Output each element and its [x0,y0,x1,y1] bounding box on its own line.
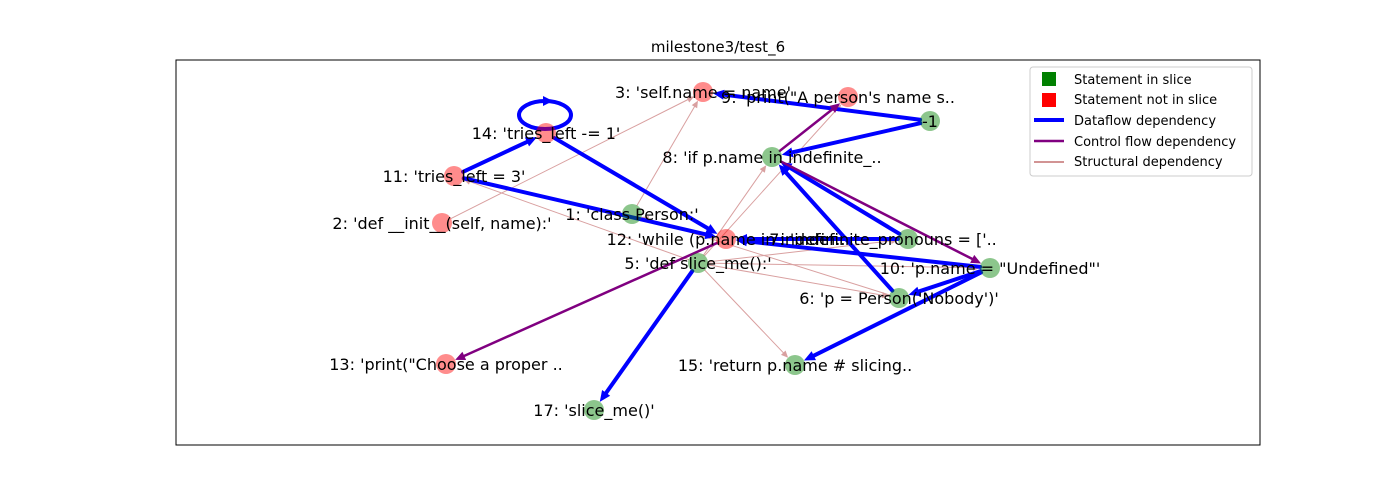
graph-node-n15 [785,355,805,375]
dataflow-edge-n11-n14 [461,137,537,174]
dataflow-edge-n10-n12 [735,236,983,269]
graph-node-n17 [584,400,604,420]
edges-layer [450,89,984,402]
node-label-n13: 13: 'print("Choose a proper .. [329,355,562,374]
graph-node-n11 [444,166,464,186]
node-label-n5: 5: 'def slice_me():' [624,254,771,274]
dataflow-edge-nm1-n3 [712,89,923,122]
graph-node-nm1 [920,111,940,131]
graph-node-n3 [693,82,713,102]
legend: Statement in slice Statement not in slic… [1029,66,1253,177]
node-label-n9: 9: 'print("A person's name s.. [721,88,955,107]
legend-box [1029,66,1253,177]
graph-node-n9 [838,87,858,107]
node-label-n6: 6: 'p = Person('Nobody')' [799,289,999,308]
graph-node-n7 [898,229,918,249]
dataflow-edge-n14-n12 [552,136,718,234]
graph-node-n14 [536,123,556,143]
structural-edge-n5-n8 [703,165,767,256]
controlflow-edge-n8-n9 [778,103,841,153]
graph-node-n10 [980,258,1000,278]
node-label-n14: 14: 'tries_left -= 1' [472,124,621,144]
dataflow-edge-nm1-n8 [781,121,923,158]
controlflow-edge-n12-n13 [455,241,719,360]
node-label-n11: 11: 'tries_left = 3' [383,167,526,187]
legend-label-not-in-slice: Statement not in slice [1074,93,1217,108]
node-label-n2: 2: 'def __init__(self, name):' [332,214,551,234]
graph-node-n13 [436,354,456,374]
legend-label-structural: Structural dependency [1074,155,1223,170]
legend-label-controlflow: Control flow dependency [1074,135,1236,150]
dataflow-edge-n14-n14 [517,96,573,131]
controlflow-edge-n8-n10 [779,160,982,264]
graph-title: milestone3/test_6 [651,38,785,57]
graph-node-n2 [432,213,452,233]
graph-node-n12 [716,229,736,249]
node-label-n15: 15: 'return p.name # slicing.. [678,356,912,375]
graph-node-n5 [688,253,708,273]
dataflow-edge-n10-n6 [908,269,983,297]
legend-label-in-slice: Statement in slice [1074,73,1192,88]
node-label-nm1: -1 [922,112,938,131]
node-label-n12: 12: 'while (p.name in indefin.. [607,230,846,249]
node-label-n10: 10: 'p.name = "Undefined"' [880,259,1101,278]
node-label-n3: 3: 'self.name = name' [615,83,791,102]
structural-edge-n1-n3 [636,100,698,206]
legend-label-dataflow: Dataflow dependency [1074,114,1216,129]
node-label-n1: 1: 'class Person:' [565,205,698,224]
graph-node-n6 [889,288,909,308]
node-label-n17: 17: 'slice_me()' [533,401,654,421]
dataflow-edge-n5-n17 [599,269,695,402]
dataflow-edge-n10-n15 [803,270,984,361]
legend-swatch-not-in-slice [1042,93,1056,107]
node-label-n8: 8: 'if p.name in indefinite_.. [662,148,881,168]
structural-edge-n5-n6 [707,264,890,299]
nodes-layer [432,82,1000,420]
graph-node-n8 [762,147,782,167]
labels-layer: 1: 'class Person:' 2: 'def __init__(self,… [329,83,1100,421]
graph-node-n1 [622,204,642,224]
structural-edge-n5-n15 [704,269,789,358]
dataflow-edge-n6-n8 [778,164,895,293]
legend-swatch-in-slice [1042,72,1056,86]
structural-edge-n2-n3 [450,96,695,220]
node-label-n7: 7: 'indefinite_pronouns = ['.. [769,230,997,250]
